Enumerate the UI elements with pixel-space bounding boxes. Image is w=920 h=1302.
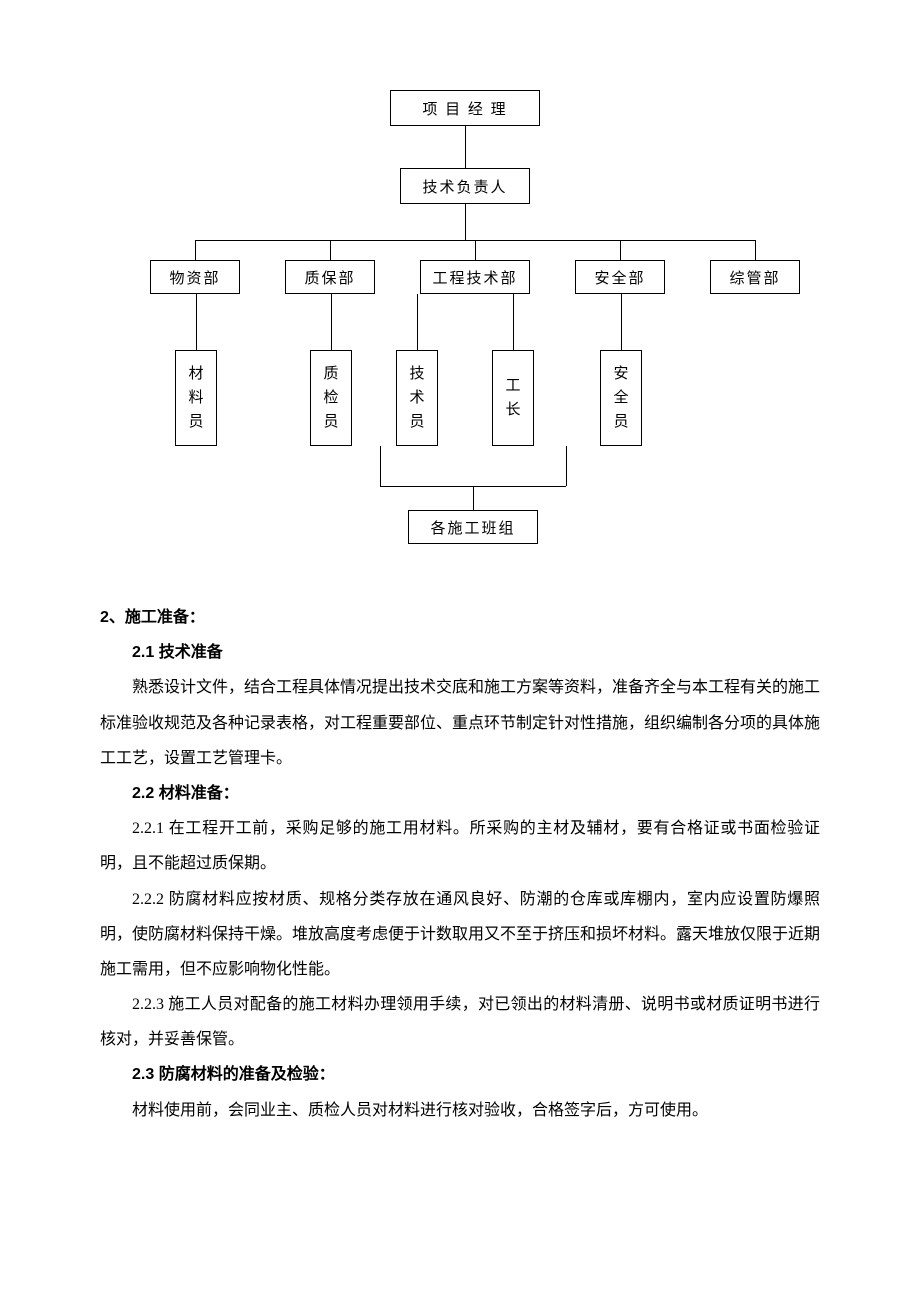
paragraph: 2.2.3 施工人员对配备的施工材料办理领用手续，对已领出的材料清册、说明书或材… — [100, 987, 820, 1057]
paragraph: 材料使用前，会同业主、质检人员对材料进行核对验收，合格签字后，方可使用。 — [100, 1093, 820, 1128]
paragraph: 2.2.2 防腐材料应按材质、规格分类存放在通风良好、防潮的仓库或库棚内，室内应… — [100, 882, 820, 988]
node-dept-eng: 工程技术部 — [420, 260, 530, 294]
heading-2: 2、施工准备： — [100, 600, 820, 635]
node-dept-qa: 质保部 — [285, 260, 375, 294]
connector-line — [417, 294, 418, 350]
connector-line — [621, 294, 622, 350]
connector-line — [620, 240, 621, 260]
connector-line — [380, 446, 381, 486]
node-dept-safety: 安全部 — [575, 260, 665, 294]
connector-line — [566, 446, 567, 486]
paragraph: 熟悉设计文件，结合工程具体情况提出技术交底和施工方案等资料，准备齐全与本工程有关… — [100, 670, 820, 776]
connector-line — [196, 294, 197, 350]
connector-line — [465, 204, 466, 240]
node-person-tech: 技术员 — [396, 350, 438, 446]
heading-2-3: 2.3 防腐材料的准备及检验： — [100, 1057, 820, 1092]
document-body: 2、施工准备： 2.1 技术准备 熟悉设计文件，结合工程具体情况提出技术交底和施… — [100, 600, 820, 1128]
connector-line — [330, 240, 331, 260]
node-person-safety: 安全员 — [600, 350, 642, 446]
connector-line — [465, 126, 466, 168]
node-dept-admin: 综管部 — [710, 260, 800, 294]
connector-line — [755, 240, 756, 260]
node-person-material: 材料员 — [175, 350, 217, 446]
connector-line — [475, 240, 476, 260]
org-chart: 项 目 经 理 技术负责人 物资部 质保部 工程技术部 安全部 综管部 材料员 … — [100, 90, 820, 570]
node-person-foreman: 工长 — [492, 350, 534, 446]
node-project-manager: 项 目 经 理 — [390, 90, 540, 126]
heading-2-2: 2.2 材料准备： — [100, 776, 820, 811]
node-dept-materials: 物资部 — [150, 260, 240, 294]
node-tech-lead: 技术负责人 — [400, 168, 530, 204]
node-person-qc: 质检员 — [310, 350, 352, 446]
heading-2-1: 2.1 技术准备 — [100, 635, 820, 670]
connector-line — [331, 294, 332, 350]
connector-line — [513, 294, 514, 350]
paragraph: 2.2.1 在工程开工前，采购足够的施工用材料。所采购的主材及辅材，要有合格证或… — [100, 811, 820, 881]
node-construction-teams: 各施工班组 — [408, 510, 538, 544]
connector-line — [473, 486, 474, 510]
connector-line — [195, 240, 196, 260]
